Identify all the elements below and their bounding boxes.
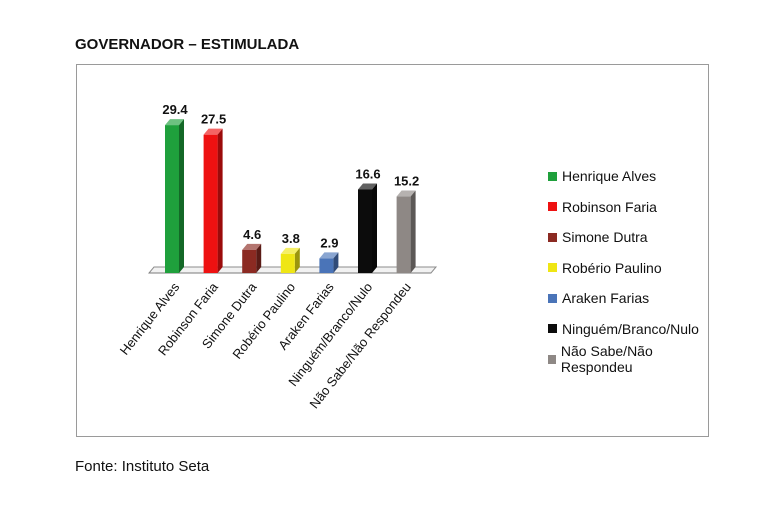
legend-swatch [548,232,557,242]
data-label: 3.8 [282,231,300,246]
bar-1 [165,125,179,273]
data-label: 2.9 [320,235,338,250]
legend-item: Araken Farias [548,283,708,314]
bar-2 [203,134,218,273]
chart-heading: GOVERNADOR – ESTIMULADA [75,36,300,53]
bar-side [179,119,184,273]
data-label: 4.6 [243,227,261,242]
bar-side [372,183,377,273]
bar-top [203,128,223,135]
legend-swatch [548,171,557,181]
legend-label: Henrique Alves [562,168,657,185]
bar-side [294,247,300,273]
legend-item: Ninguém/Branco/Nulo [548,314,708,345]
legend-label: Robinson Faria [562,198,657,215]
legend-swatch [548,263,557,273]
chart-frame: 29.4 Henrique Alves 27.5 Robinson Faria 4.6 S… [76,64,709,437]
chart-legend: Henrique Alves Robinson Faria Simone Dutra… [548,161,708,375]
bar-top [280,247,300,254]
legend-swatch [548,354,556,364]
bar-top [396,190,416,197]
bar-6 [358,189,372,273]
data-label: 15.2 [394,174,419,189]
bar-side [256,243,262,273]
legend-item: Não Sabe/Não Respondeu [548,343,708,376]
data-label: 29.4 [162,102,188,117]
bar-top [165,119,184,126]
bar-7 [396,196,411,273]
legend-swatch [548,293,557,303]
bar-4 [280,253,295,273]
legend-label: Araken Farias [562,290,650,307]
bar-top [319,252,339,259]
legend-swatch [548,324,557,334]
legend-item: Robério Paulino [548,253,708,284]
bar-side [410,190,416,273]
legend-item: Henrique Alves [548,161,708,192]
bar-side [217,128,223,273]
data-label: 16.6 [355,167,380,182]
legend-swatch [548,202,557,212]
legend-label: Não Sabe/Não Respondeu [560,343,653,376]
legend-item: Robinson Faria [548,192,708,223]
bar-side [333,252,339,273]
legend-label: Simone Dutra [562,229,648,246]
bar-top [242,243,262,250]
bar-top [358,183,377,190]
legend-label: Robério Paulino [562,259,662,276]
bar-3 [242,249,257,273]
data-label: 27.5 [201,112,226,127]
legend-label: Ninguém/Branco/Nulo [562,320,699,337]
bar-5 [319,258,334,273]
legend-item: Simone Dutra [548,222,708,253]
source-note: Fonte: Instituto Seta [75,458,210,475]
